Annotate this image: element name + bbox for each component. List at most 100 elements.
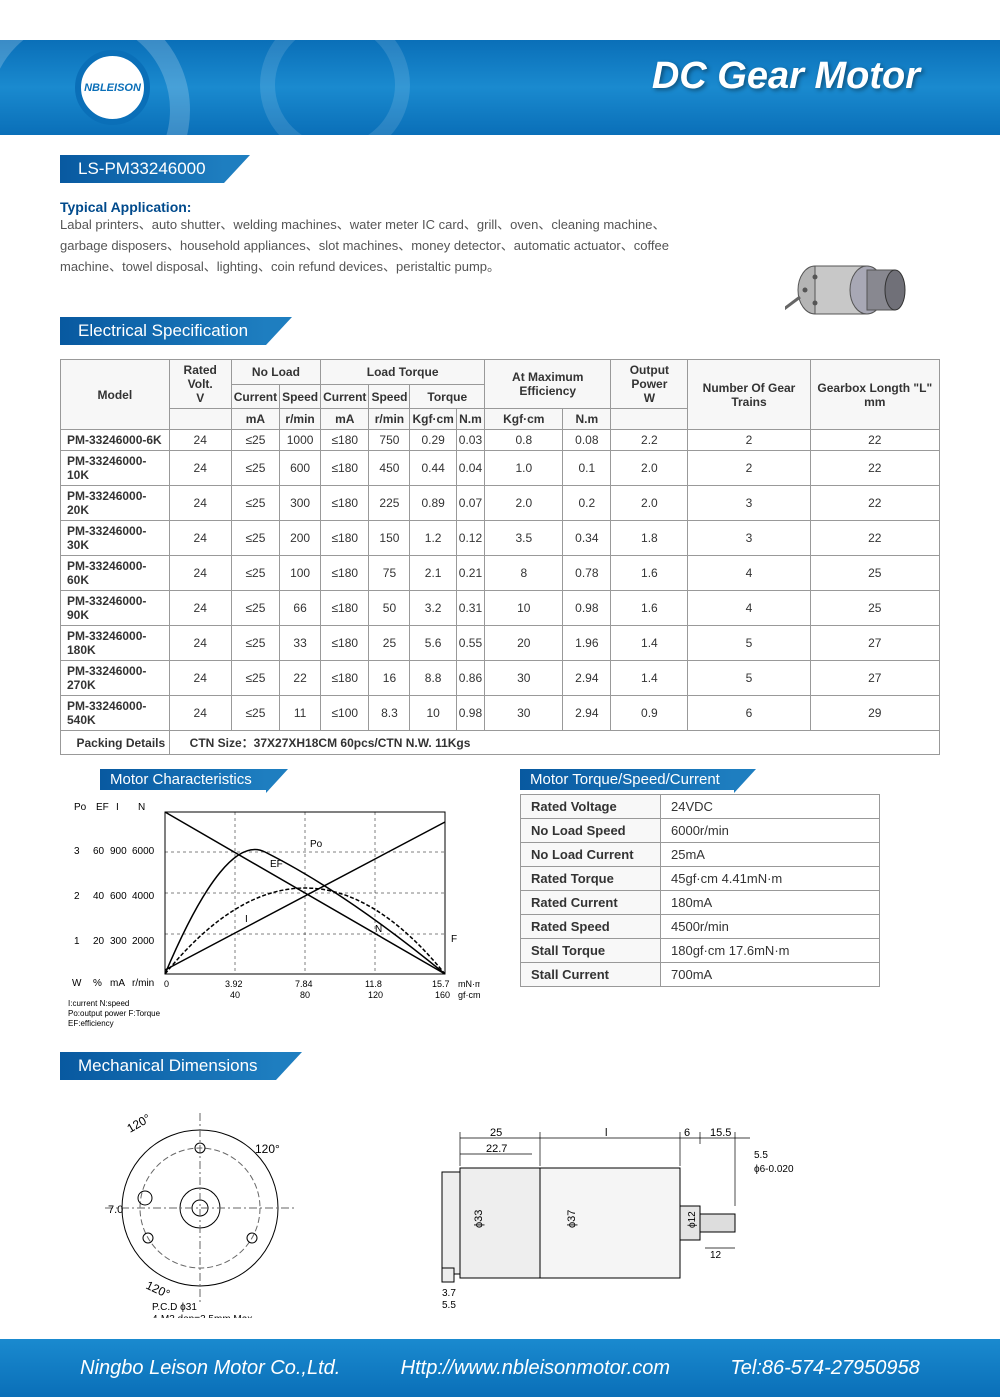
table-cell: 8.8 bbox=[410, 661, 456, 696]
footer-url: Http://www.nbleisonmotor.com bbox=[401, 1357, 670, 1380]
table-cell: 225 bbox=[369, 486, 410, 521]
table-cell: 0.98 bbox=[563, 591, 611, 626]
svg-text:I: I bbox=[116, 802, 119, 813]
svg-text:EF: EF bbox=[96, 802, 109, 813]
main-content: LS-PM33246000 Typical Application: Labal… bbox=[0, 135, 1000, 1323]
ts-label: No Load Speed bbox=[521, 819, 661, 843]
col-noload: No Load bbox=[231, 360, 320, 385]
table-cell: 22 bbox=[810, 521, 939, 556]
svg-text:3.92: 3.92 bbox=[225, 979, 243, 989]
svg-text:ϕ6-0.020: ϕ6-0.020 bbox=[754, 1164, 794, 1175]
table-cell: 300 bbox=[280, 486, 321, 521]
spec-table: Model Rated Volt.V No Load Load Torque A… bbox=[60, 359, 940, 755]
table-row: PM-33246000-6K24≤251000≤1807500.290.030.… bbox=[61, 430, 940, 451]
unit-lt-rmin: r/min bbox=[369, 409, 410, 430]
table-cell: 0.31 bbox=[456, 591, 484, 626]
table-cell: 2.0 bbox=[485, 486, 563, 521]
table-cell: 0.08 bbox=[563, 430, 611, 451]
svg-text:ϕ12: ϕ12 bbox=[687, 1211, 698, 1228]
footer-company: Ningbo Leison Motor Co.,Ltd. bbox=[80, 1357, 340, 1380]
model-tab: LS-PM33246000 bbox=[60, 155, 224, 183]
table-cell: 3.2 bbox=[410, 591, 456, 626]
svg-text:mN·m: mN·m bbox=[458, 979, 480, 989]
table-cell: 10 bbox=[410, 696, 456, 731]
table-cell: 2 bbox=[688, 451, 810, 486]
table-cell: 22 bbox=[810, 486, 939, 521]
ts-label: Rated Torque bbox=[521, 867, 661, 891]
table-cell: 0.34 bbox=[563, 521, 611, 556]
motor-characteristics-chart: PoEFIN 3609006000 2406004000 1203002000 … bbox=[60, 794, 480, 1034]
col-gearlen: Gearbox Longth "L" mm bbox=[810, 360, 939, 430]
table-cell: 1.4 bbox=[611, 661, 688, 696]
table-cell: ≤25 bbox=[231, 486, 279, 521]
table-cell: 24 bbox=[169, 556, 231, 591]
svg-text:22.7: 22.7 bbox=[486, 1143, 507, 1155]
table-cell: ≤180 bbox=[321, 661, 369, 696]
ts-label: Rated Current bbox=[521, 891, 661, 915]
table-cell: 10 bbox=[485, 591, 563, 626]
svg-text:7.0: 7.0 bbox=[108, 1204, 123, 1216]
table-cell: 8 bbox=[485, 556, 563, 591]
table-row: PM-33246000-90K24≤2566≤180503.20.31100.9… bbox=[61, 591, 940, 626]
table-cell: ≤25 bbox=[231, 451, 279, 486]
svg-text:6000: 6000 bbox=[132, 846, 155, 857]
table-cell: 0.78 bbox=[563, 556, 611, 591]
table-cell: 24 bbox=[169, 430, 231, 451]
table-cell: ≤180 bbox=[321, 591, 369, 626]
table-cell: 2.94 bbox=[563, 696, 611, 731]
table-cell: 3 bbox=[688, 521, 810, 556]
svg-text:3.7: 3.7 bbox=[442, 1288, 456, 1299]
table-cell: 30 bbox=[485, 696, 563, 731]
ts-value: 180gf·cm 17.6mN·m bbox=[661, 939, 880, 963]
col-loadtorque: Load Torque bbox=[321, 360, 485, 385]
table-cell: 450 bbox=[369, 451, 410, 486]
col-power: Output PowerW bbox=[611, 360, 688, 409]
svg-text:40: 40 bbox=[93, 891, 105, 902]
svg-text:7.84: 7.84 bbox=[295, 979, 313, 989]
col-lt-speed: Speed bbox=[369, 384, 410, 409]
col-nl-current: Current bbox=[231, 384, 279, 409]
table-cell: 27 bbox=[810, 661, 939, 696]
svg-text:160: 160 bbox=[435, 990, 450, 1000]
svg-text:ϕ37: ϕ37 bbox=[566, 1210, 578, 1228]
table-cell: 4 bbox=[688, 556, 810, 591]
col-rated-volt: Rated Volt.V bbox=[169, 360, 231, 409]
svg-text:11.8: 11.8 bbox=[365, 979, 382, 989]
unit-nl-rmin: r/min bbox=[280, 409, 321, 430]
table-cell: 24 bbox=[169, 626, 231, 661]
svg-text:40: 40 bbox=[230, 990, 240, 1000]
table-row: PM-33246000-270K24≤2522≤180168.80.86302.… bbox=[61, 661, 940, 696]
table-cell: ≤25 bbox=[231, 591, 279, 626]
svg-text:6: 6 bbox=[684, 1127, 690, 1139]
table-cell: 25 bbox=[810, 591, 939, 626]
table-cell: 0.04 bbox=[456, 451, 484, 486]
table-cell: 75 bbox=[369, 556, 410, 591]
svg-text:I: I bbox=[245, 914, 248, 925]
ts-value: 25mA bbox=[661, 843, 880, 867]
spec-table-head: Model Rated Volt.V No Load Load Torque A… bbox=[61, 360, 940, 430]
svg-text:4-M3 dep=3.5mm Max: 4-M3 dep=3.5mm Max bbox=[152, 1314, 252, 1318]
svg-text:4000: 4000 bbox=[132, 891, 155, 902]
ts-value: 180mA bbox=[661, 891, 880, 915]
table-cell: 22 bbox=[810, 430, 939, 451]
svg-text:120°: 120° bbox=[125, 1111, 154, 1136]
spec-table-body: PM-33246000-6K24≤251000≤1807500.290.030.… bbox=[61, 430, 940, 755]
table-cell: 0.44 bbox=[410, 451, 456, 486]
table-cell: 2.0 bbox=[611, 451, 688, 486]
table-cell: ≤100 bbox=[321, 696, 369, 731]
table-cell: 22 bbox=[810, 451, 939, 486]
table-cell: 2.2 bbox=[611, 430, 688, 451]
table-cell: 24 bbox=[169, 591, 231, 626]
table-cell: ≤25 bbox=[231, 661, 279, 696]
table-cell: 25 bbox=[810, 556, 939, 591]
ts-value: 4500r/min bbox=[661, 915, 880, 939]
table-cell: 8.3 bbox=[369, 696, 410, 731]
table-row: PM-33246000-20K24≤25300≤1802250.890.072.… bbox=[61, 486, 940, 521]
table-cell: ≤180 bbox=[321, 521, 369, 556]
table-cell: 6 bbox=[688, 696, 810, 731]
table-cell: 1.6 bbox=[611, 591, 688, 626]
table-cell: PM-33246000-540K bbox=[61, 696, 170, 731]
table-cell: 0.03 bbox=[456, 430, 484, 451]
ts-label: Rated Speed bbox=[521, 915, 661, 939]
table-cell: PM-33246000-60K bbox=[61, 556, 170, 591]
